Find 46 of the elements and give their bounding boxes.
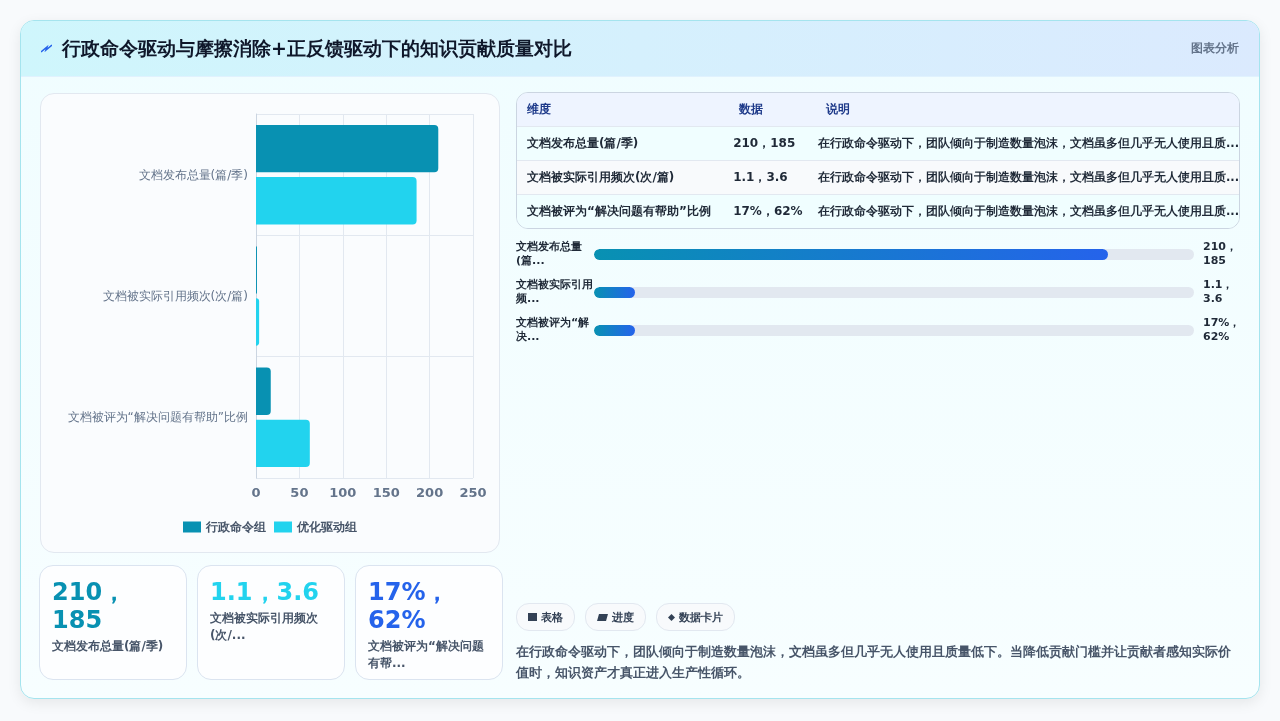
y-tick-label: 文档被实际引用频次(次/篇) [102,289,248,303]
text: 文档发布总量(篇... [516,240,583,268]
text: 文档发布总量(篇/季) [52,638,165,655]
text: 维度 [526,101,552,118]
text: 在行政命令驱动下，团队倾向于制造数量泡沫，文档虽多但几乎无人使用且质... [816,204,1239,219]
text: 进度 [585,603,646,631]
y-tick-label: 文档被评为“解决问题有帮助”比例 [67,410,248,425]
text: 210，185 [52,578,128,634]
text: 1.1，3.6 [210,578,321,606]
x-tick-label: 250 [459,485,487,500]
text: 文档发布总量(篇/季) [526,135,640,152]
text: 17%，62% [368,578,451,634]
text: 文档被实际引用频次(次/篇) [526,169,676,186]
bar [256,419,310,468]
text: 文档被评为“解决问题有帮... [368,638,485,672]
bar [256,177,417,225]
text: 在行政命令驱动下，团队倾向于制造数量泡沫，文档虽多但几乎无人使用且质... [816,170,1239,185]
bar [256,367,271,415]
text: 数据卡片 [656,603,735,631]
text: 文档被实际引用频次(次/... [210,610,319,644]
text: 1.1，3.6 [732,169,789,186]
text: 在行政命令驱动下，团队倾向于制造数量泡沫，文档虽多但几乎无人使用且质量低下。当降低贡献门槛并让贡献者感知实际价值时，知识资产才真正进入生产性循环。 [516,643,1232,682]
text: 文档被评为“解决... [516,316,591,344]
text: 行政命令驱动与摩擦消除+正反馈驱动下的知识贡献质量对比 [62,35,572,61]
x-tick-label: 100 [329,485,357,500]
bar [256,298,260,346]
text: 说明 [824,101,851,118]
text: 文档被评为“解决问题有帮助”比例 [526,203,712,220]
text: 文档被实际引用频... [516,278,594,306]
text: 210，185 [1203,240,1238,268]
text: 数据 [737,101,764,118]
legend-label: 行政命令组 [205,520,266,534]
text: 在行政命令驱动下，团队倾向于制造数量泡沫，文档虽多但几乎无人使用且质... [816,136,1239,151]
text: 图表分析 [1191,40,1239,57]
text: 表格 [516,603,575,631]
text: 210，185 [732,135,797,152]
text: 17%，62% [1203,316,1241,344]
x-tick-label: 50 [290,485,309,500]
y-tick-label: 文档发布总量(篇/季) [138,167,248,182]
x-tick-label: 0 [251,485,261,500]
x-tick-label: 150 [372,485,400,500]
text: 17%，62% [732,203,804,220]
bar [256,124,439,173]
text: 1.1，3.6 [1203,278,1235,306]
x-tick-label: 200 [416,485,444,500]
legend-label: 优化驱动组 [296,520,357,534]
